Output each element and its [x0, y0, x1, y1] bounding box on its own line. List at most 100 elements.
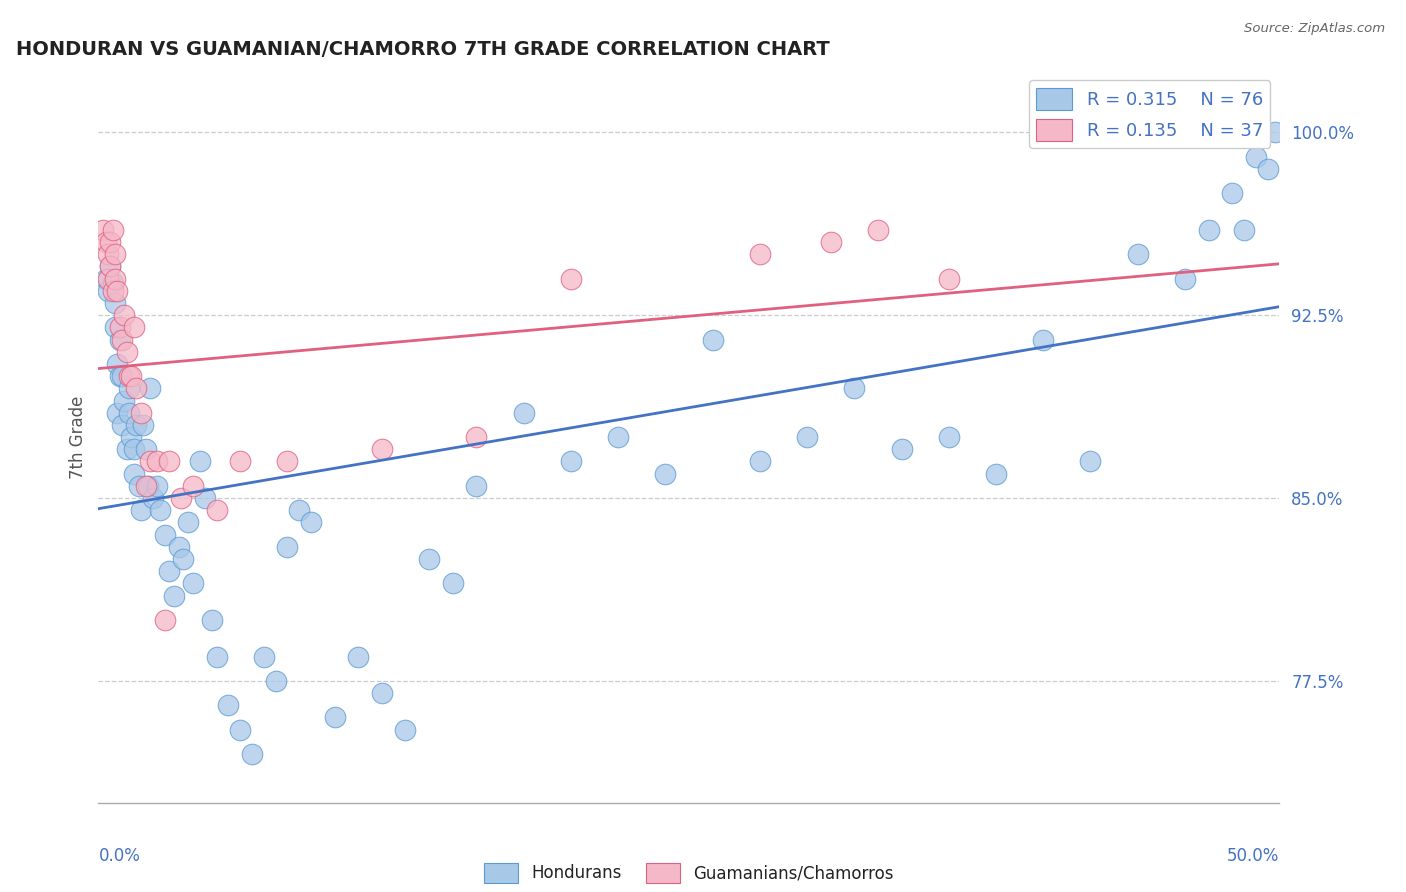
Point	[105, 357, 128, 371]
Point	[94, 271, 117, 285]
Point	[890, 442, 912, 457]
Point	[299, 516, 322, 530]
Point	[118, 406, 141, 420]
Point	[111, 369, 134, 384]
Point	[157, 454, 180, 468]
Point	[142, 491, 165, 505]
Point	[118, 369, 141, 384]
Point	[167, 540, 190, 554]
Text: Source: ZipAtlas.com: Source: ZipAtlas.com	[1244, 22, 1385, 36]
Text: HONDURAN VS GUAMANIAN/CHAMORRO 7TH GRADE CORRELATION CHART: HONDURAN VS GUAMANIAN/CHAMORRO 7TH GRADE…	[15, 39, 830, 59]
Point	[264, 673, 287, 688]
Point	[122, 467, 145, 481]
Point	[97, 284, 120, 298]
Point	[125, 417, 148, 432]
Point	[97, 271, 120, 285]
Point	[153, 613, 176, 627]
Text: 50.0%: 50.0%	[1227, 847, 1279, 864]
Point	[796, 430, 818, 444]
Point	[702, 333, 724, 347]
Point	[112, 393, 135, 408]
Point	[94, 235, 117, 249]
Point	[177, 516, 200, 530]
Point	[111, 333, 134, 347]
Point	[217, 698, 239, 713]
Point	[229, 454, 252, 468]
Point	[938, 271, 960, 285]
Point	[1233, 223, 1256, 237]
Point	[97, 247, 120, 261]
Point	[121, 430, 143, 444]
Point	[866, 223, 889, 237]
Point	[139, 454, 162, 468]
Point	[172, 552, 194, 566]
Legend: Hondurans, Guamanians/Chamorros: Hondurans, Guamanians/Chamorros	[478, 856, 900, 889]
Point	[101, 223, 124, 237]
Point	[128, 479, 150, 493]
Point	[205, 649, 228, 664]
Point	[465, 479, 488, 493]
Point	[153, 527, 176, 541]
Point	[132, 417, 155, 432]
Point	[129, 406, 152, 420]
Point	[1126, 247, 1149, 261]
Point	[146, 479, 169, 493]
Point	[276, 454, 298, 468]
Point	[194, 491, 217, 505]
Point	[135, 442, 157, 457]
Point	[181, 576, 204, 591]
Point	[205, 503, 228, 517]
Point	[1032, 333, 1054, 347]
Point	[1220, 186, 1243, 201]
Point	[240, 747, 263, 761]
Point	[201, 613, 224, 627]
Point	[98, 260, 121, 274]
Point	[938, 430, 960, 444]
Text: 0.0%: 0.0%	[98, 847, 141, 864]
Point	[101, 284, 124, 298]
Point	[276, 540, 298, 554]
Point	[104, 296, 127, 310]
Point	[1244, 150, 1267, 164]
Point	[1257, 161, 1279, 176]
Point	[323, 710, 346, 724]
Point	[136, 479, 159, 493]
Point	[122, 320, 145, 334]
Point	[371, 442, 394, 457]
Point	[104, 320, 127, 334]
Point	[139, 381, 162, 395]
Point	[170, 491, 193, 505]
Point	[820, 235, 842, 249]
Point	[108, 333, 131, 347]
Point	[104, 271, 127, 285]
Point	[122, 442, 145, 457]
Point	[1264, 125, 1286, 139]
Point	[105, 284, 128, 298]
Point	[512, 406, 534, 420]
Point	[748, 454, 770, 468]
Point	[129, 503, 152, 517]
Point	[347, 649, 370, 664]
Point	[1080, 454, 1102, 468]
Point	[371, 686, 394, 700]
Point	[1174, 271, 1197, 285]
Point	[441, 576, 464, 591]
Point	[654, 467, 676, 481]
Point	[253, 649, 276, 664]
Point	[125, 381, 148, 395]
Point	[163, 589, 186, 603]
Point	[748, 247, 770, 261]
Point	[111, 417, 134, 432]
Point	[115, 344, 138, 359]
Point	[108, 320, 131, 334]
Point	[115, 442, 138, 457]
Point	[108, 369, 131, 384]
Point	[149, 503, 172, 517]
Point	[1198, 223, 1220, 237]
Point	[181, 479, 204, 493]
Point	[288, 503, 311, 517]
Point	[98, 235, 121, 249]
Point	[465, 430, 488, 444]
Point	[112, 308, 135, 322]
Point	[188, 454, 211, 468]
